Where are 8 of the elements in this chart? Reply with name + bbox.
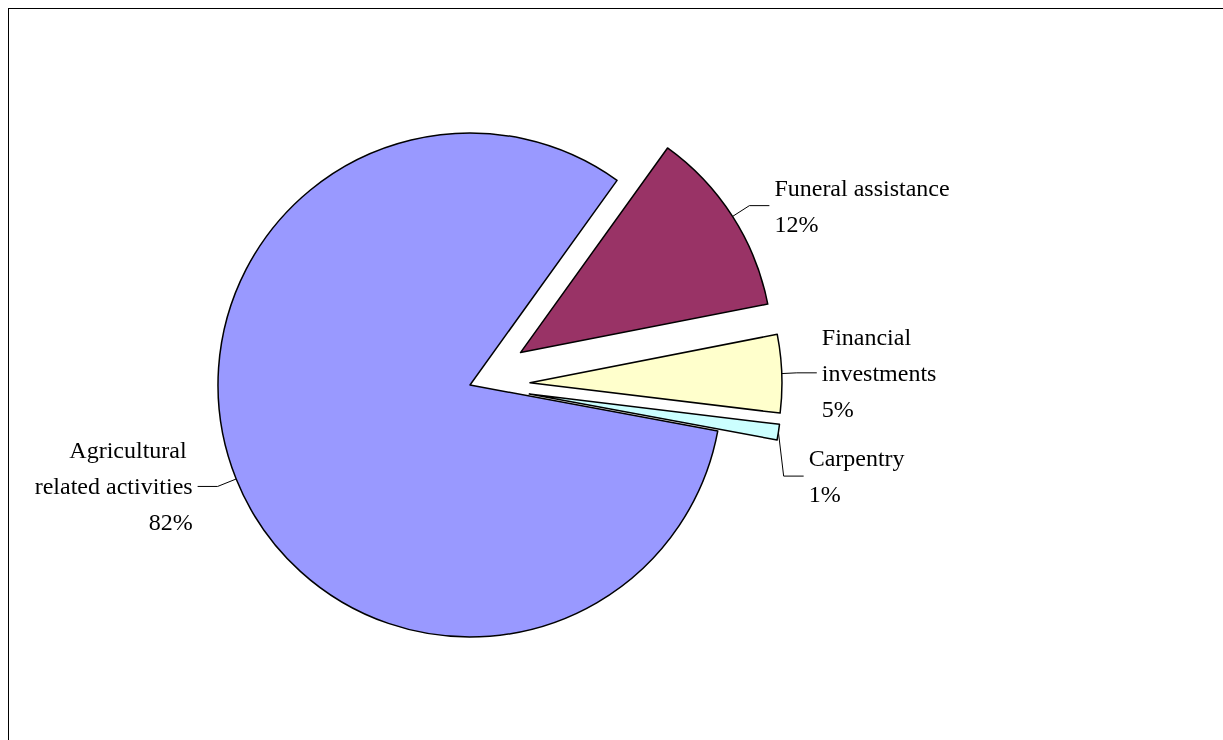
slice-label: Financial investments [821,323,937,386]
slice-label: Carpentry [808,445,905,472]
data-label: 1% [808,481,841,508]
data-label: 82% [148,509,193,536]
slice-label: Funeral assistance [774,174,950,201]
slice-label: Agricultural related activities [34,437,193,500]
data-label: 5% [821,395,854,422]
data-label: 12% [774,210,819,237]
